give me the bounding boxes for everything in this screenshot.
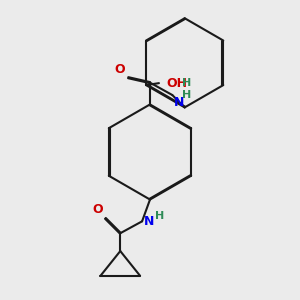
Text: H: H [155, 212, 164, 221]
Text: O: O [115, 63, 125, 76]
Text: O: O [93, 203, 104, 216]
Text: H: H [182, 78, 191, 88]
Text: N: N [144, 215, 154, 228]
Text: H: H [182, 90, 191, 100]
Text: OH: OH [166, 76, 187, 90]
Text: N: N [174, 96, 184, 109]
